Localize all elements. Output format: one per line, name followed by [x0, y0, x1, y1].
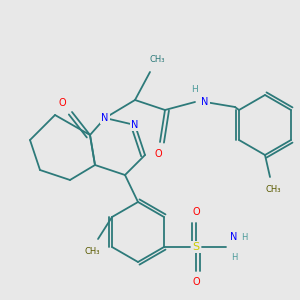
Text: H: H [241, 232, 247, 242]
Text: N: N [230, 232, 238, 242]
Text: O: O [58, 98, 66, 108]
Text: H: H [231, 253, 237, 262]
Text: O: O [192, 207, 200, 217]
Text: S: S [192, 242, 200, 252]
Text: O: O [154, 149, 162, 159]
Text: CH₃: CH₃ [265, 184, 281, 194]
Text: CH₃: CH₃ [149, 56, 165, 64]
Text: N: N [201, 97, 209, 107]
Text: O: O [192, 277, 200, 287]
Text: H: H [192, 85, 198, 94]
Text: N: N [101, 113, 109, 123]
Text: CH₃: CH₃ [84, 247, 100, 256]
Text: N: N [131, 120, 139, 130]
